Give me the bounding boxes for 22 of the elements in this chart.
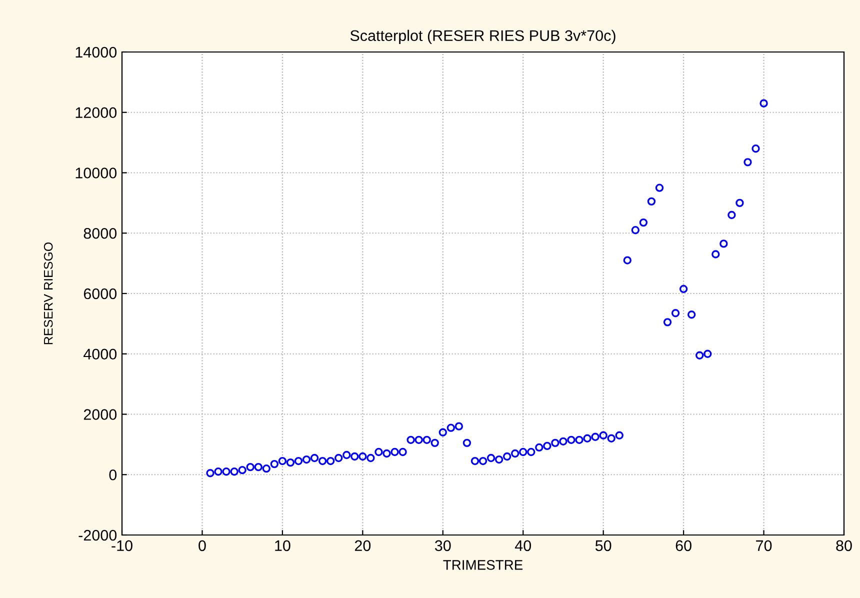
y-tick-label: 4000 [84, 348, 117, 360]
x-tick-label: 80 [836, 540, 852, 552]
y-tick-label: 8000 [84, 228, 117, 239]
x-tick-label: 30 [434, 540, 451, 552]
x-tick-label: 0 [198, 540, 206, 552]
x-tick-label: 40 [514, 540, 532, 552]
y-tick-label: 6000 [84, 288, 117, 300]
y-axis-title: RESERV RIESGO [44, 242, 53, 344]
x-tick-label: 10 [275, 540, 290, 552]
y-tick-label: 10000 [76, 168, 117, 178]
y-tick-label: 12000 [76, 107, 117, 118]
x-axis-title: TRIMESTRE [443, 560, 523, 570]
x-tick-label: -10 [112, 540, 132, 552]
y-tick-label: 0 [109, 469, 117, 480]
y-tick-label: 14000 [76, 46, 117, 58]
x-tick-label: 20 [354, 540, 371, 552]
x-tick-label: 60 [676, 540, 692, 552]
y-tick-label: 2000 [84, 409, 117, 420]
x-tick-label: 50 [595, 540, 612, 552]
y-tick-label: -2000 [78, 530, 117, 541]
chart-title: Scatterplot (RESER RIES PUB 3v*70c) [350, 30, 616, 44]
x-tick-label: 70 [756, 540, 772, 552]
